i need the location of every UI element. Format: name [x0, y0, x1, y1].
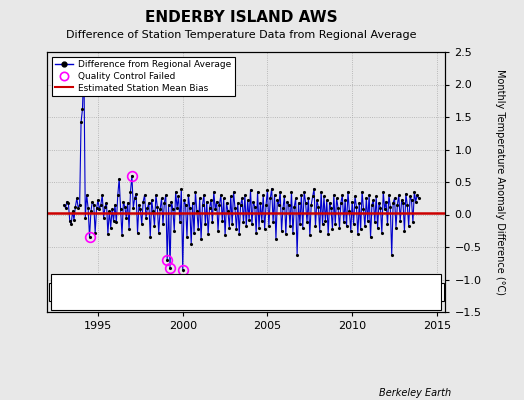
Legend: Station Move, Record Gap, Time of Obs. Change, Empirical Break: Station Move, Record Gap, Time of Obs. C…: [49, 283, 444, 301]
Text: Berkeley Earth: Berkeley Earth: [378, 388, 451, 398]
Legend: Difference from Regional Average, Quality Control Failed, Estimated Station Mean: Difference from Regional Average, Qualit…: [52, 56, 235, 96]
Text: Difference of Station Temperature Data from Regional Average: Difference of Station Temperature Data f…: [66, 30, 416, 40]
Y-axis label: Monthly Temperature Anomaly Difference (°C): Monthly Temperature Anomaly Difference (…: [495, 69, 505, 295]
Text: ENDERBY ISLAND AWS: ENDERBY ISLAND AWS: [145, 10, 337, 25]
